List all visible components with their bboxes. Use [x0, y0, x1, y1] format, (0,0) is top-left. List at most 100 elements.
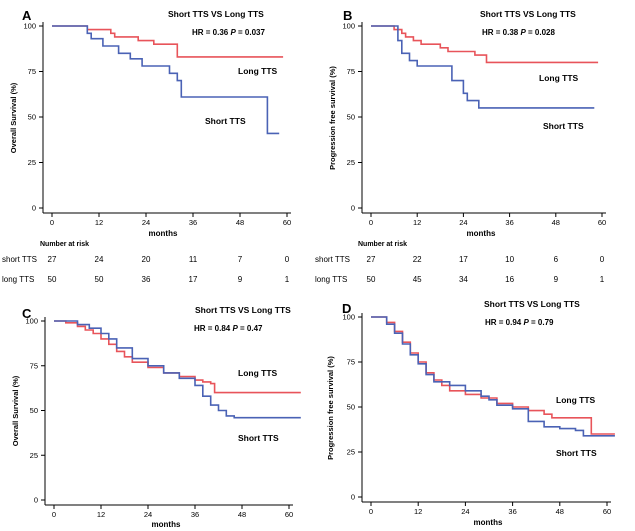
x-tick-label: 0: [50, 218, 54, 227]
y-tick-label: 0: [351, 204, 355, 213]
y-axis-label: Overall Survival (%): [11, 375, 20, 446]
series-line-long-tts: [371, 316, 615, 435]
x-tick-label: 60: [285, 510, 293, 519]
series-label-long-tts: Long TTS: [539, 73, 579, 83]
risk-value: 17: [459, 255, 468, 264]
x-tick-label: 0: [52, 510, 56, 519]
risk-row-label: long TTS: [315, 275, 347, 284]
risk-value: 22: [413, 255, 422, 264]
y-tick-label: 0: [32, 204, 36, 213]
x-tick-label: 24: [461, 507, 469, 516]
series-label-short-tts: Short TTS: [543, 121, 584, 131]
x-tick-label: 60: [603, 507, 611, 516]
hazard-ratio-stat: HR = 0.84 P = 0.47: [194, 324, 263, 333]
x-tick-label: 12: [413, 218, 421, 227]
risk-value: 27: [367, 255, 376, 264]
risk-value: 10: [505, 255, 514, 264]
x-axis-label: months: [474, 518, 503, 527]
risk-value: 0: [285, 255, 290, 264]
risk-value: 50: [367, 275, 376, 284]
y-tick-label: 75: [347, 67, 355, 76]
risk-value: 45: [413, 275, 422, 284]
y-axis-label: Progression free survival (%): [328, 66, 337, 170]
x-tick-label: 48: [556, 507, 564, 516]
y-tick-label: 25: [30, 451, 38, 460]
risk-value: 50: [95, 275, 104, 284]
series-line-long-tts: [54, 320, 301, 394]
risk-table-header: Number at risk: [40, 241, 89, 248]
y-tick-label: 75: [28, 67, 36, 76]
risk-value: 7: [238, 255, 243, 264]
risk-value: 16: [505, 275, 514, 284]
chart-title: Short TTS VS Long TTS: [195, 305, 291, 315]
series-label-long-tts: Long TTS: [238, 368, 278, 378]
y-tick-label: 25: [347, 448, 355, 457]
risk-row-label: short TTS: [2, 255, 37, 264]
risk-value: 36: [142, 275, 151, 284]
chart-title: Short TTS VS Long TTS: [484, 299, 580, 309]
panel-letter: C: [22, 306, 32, 321]
series-label-long-tts: Long TTS: [238, 66, 278, 76]
y-tick-label: 50: [30, 406, 38, 415]
series-line-short-tts: [52, 25, 280, 135]
risk-table-header: Number at risk: [358, 241, 407, 248]
x-axis-label: months: [467, 229, 496, 238]
y-tick-label: 0: [351, 493, 355, 502]
x-tick-label: 48: [236, 218, 244, 227]
x-tick-label: 24: [144, 510, 152, 519]
y-tick-label: 100: [23, 22, 36, 31]
panel-d: D Short TTS VS Long TTS HR = 0.94 P = 0.79…: [326, 299, 615, 527]
panel-letter: A: [22, 8, 32, 23]
risk-value: 6: [554, 255, 559, 264]
y-tick-label: 50: [347, 113, 355, 122]
panel-letter: D: [342, 301, 351, 316]
x-tick-label: 48: [238, 510, 246, 519]
risk-value: 1: [285, 275, 290, 284]
series-line-short-tts: [371, 25, 595, 109]
risk-value: 9: [238, 275, 243, 284]
series-label-short-tts: Short TTS: [238, 433, 279, 443]
risk-table: Number at risk short TTS 27 22 17 10 6 0 long TT…: [315, 241, 605, 284]
risk-value: 17: [189, 275, 198, 284]
chart-title: Short TTS VS Long TTS: [480, 9, 576, 19]
series-label-short-tts: Short TTS: [556, 448, 597, 458]
risk-value: 24: [95, 255, 104, 264]
series-label-short-tts: Short TTS: [205, 116, 246, 126]
x-tick-label: 0: [369, 218, 373, 227]
x-tick-label: 36: [508, 507, 516, 516]
y-tick-label: 25: [28, 158, 36, 167]
y-tick-label: 25: [347, 158, 355, 167]
y-tick-label: 50: [347, 403, 355, 412]
x-tick-label: 24: [142, 218, 150, 227]
y-tick-label: 100: [342, 22, 355, 31]
risk-value: 34: [459, 275, 468, 284]
y-tick-label: 100: [25, 317, 38, 326]
series-line-short-tts: [54, 320, 301, 419]
y-tick-label: 75: [30, 361, 38, 370]
x-axis-label: months: [152, 520, 181, 529]
hazard-ratio-stat: HR = 0.38 P = 0.028: [482, 28, 556, 37]
panel-c: C Short TTS VS Long TTS HR = 0.84 P = 0.47…: [11, 305, 301, 529]
x-tick-label: 0: [369, 507, 373, 516]
x-tick-label: 12: [97, 510, 105, 519]
series-label-long-tts: Long TTS: [556, 395, 596, 405]
risk-row-label: long TTS: [2, 275, 34, 284]
x-tick-label: 36: [505, 218, 513, 227]
risk-value: 20: [142, 255, 151, 264]
risk-value: 11: [189, 255, 198, 264]
y-axis-label: Overall Survival (%): [9, 82, 18, 153]
risk-row-label: short TTS: [315, 255, 350, 264]
hazard-ratio-stat: HR = 0.36 P = 0.037: [192, 28, 266, 37]
panel-letter: B: [343, 8, 352, 23]
risk-value: 50: [48, 275, 57, 284]
hazard-ratio-stat: HR = 0.94 P = 0.79: [485, 318, 554, 327]
x-tick-label: 12: [95, 218, 103, 227]
x-tick-label: 12: [414, 507, 422, 516]
risk-value: 27: [48, 255, 57, 264]
risk-value: 9: [554, 275, 559, 284]
chart-title: Short TTS VS Long TTS: [168, 9, 264, 19]
x-tick-label: 24: [459, 218, 467, 227]
risk-value: 1: [600, 275, 605, 284]
